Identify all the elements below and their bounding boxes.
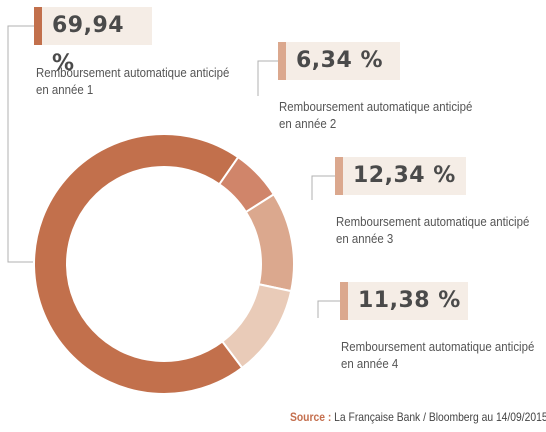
- connector-lines: [7, 25, 340, 318]
- series-label-1: Remboursement automatique anticipé en an…: [36, 64, 229, 98]
- value-box-4: 11,38 %: [340, 282, 468, 320]
- value-label-2: 6,34 %: [296, 48, 383, 73]
- series-label-3-line-1: Remboursement automatique anticipé: [336, 214, 530, 229]
- series-label-2-line-2: en année 2: [279, 116, 337, 131]
- connector-line-1: [7, 25, 34, 263]
- value-label-3: 12,34 %: [353, 163, 456, 188]
- donut-slice-3: [244, 192, 295, 293]
- series-label-2-line-1: Remboursement automatique anticipé: [279, 99, 473, 114]
- source-text: La Française Bank / Bloomberg au 14/09/2…: [334, 410, 546, 424]
- source-label: Source :: [290, 410, 332, 424]
- series-label-3: Remboursement automatique anticipé en an…: [336, 213, 529, 247]
- value-label-1: 69,94 %: [52, 13, 125, 76]
- donut-slices: [33, 133, 295, 395]
- series-label-4-line-1: Remboursement automatique anticipé: [341, 339, 535, 354]
- donut-slice-1: [33, 133, 244, 395]
- value-box-2: 6,34 %: [278, 42, 400, 80]
- series-label-1-line-2: en année 1: [36, 82, 94, 97]
- series-label-2: Remboursement automatique anticipé en an…: [279, 98, 472, 132]
- connector-line-2: [257, 60, 278, 96]
- series-label-4-line-2: en année 4: [341, 356, 399, 371]
- series-label-4: Remboursement automatique anticipé en an…: [341, 338, 534, 372]
- value-box-1: 69,94 %: [34, 7, 152, 76]
- connector-line-4: [317, 300, 340, 318]
- value-box-3: 12,34 %: [335, 157, 466, 195]
- donut-slice-4: [220, 283, 293, 370]
- series-label-3-line-2: en année 3: [336, 231, 394, 246]
- series-label-1-line-1: Remboursement automatique anticipé: [36, 65, 230, 80]
- source-note: Source : La Française Bank / Bloomberg a…: [290, 410, 546, 424]
- value-label-4: 11,38 %: [358, 288, 461, 313]
- connector-line-3: [311, 175, 335, 200]
